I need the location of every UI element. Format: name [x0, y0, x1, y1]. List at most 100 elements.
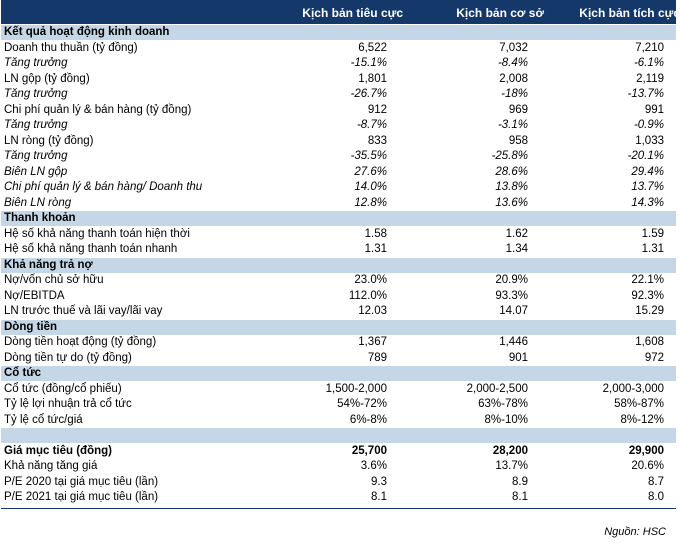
- table-row: Biên LN gộp 27.6% 28.6% 29.4%: [1, 165, 676, 180]
- value-negative: -8.7%: [356, 119, 387, 131]
- section-header: Dòng tiền: [1, 319, 676, 335]
- row-label: Cổ tức (đồng/cổ phiếu): [4, 382, 122, 395]
- value-base: 63%-78%: [478, 398, 528, 410]
- value-base: 7,032: [499, 41, 528, 54]
- table-row: Tăng trưởng -26.7% -18% -13.7%: [1, 87, 676, 102]
- value-positive: 1.59: [641, 227, 664, 240]
- value-negative: 1,801: [358, 72, 387, 85]
- table-row: Biên LN ròng 12.8% 13.6% 14.3%: [1, 196, 676, 211]
- value-negative: 12.8%: [354, 196, 387, 209]
- value-base: 14.07: [499, 305, 528, 317]
- value-positive: 20.6%: [631, 460, 664, 472]
- table-row: Chi phí quản lý & bán hàng/ Doanh thu 14.…: [1, 180, 676, 195]
- value-base: -25.8%: [491, 150, 528, 162]
- value-positive: 991: [644, 103, 664, 116]
- row-label: Khả năng tăng giá: [4, 460, 98, 472]
- value-positive: 8.7: [648, 475, 664, 488]
- value-positive: 29,900: [628, 444, 664, 457]
- row-label: Chi phí quản lý & bán hàng/ Doanh thu: [4, 181, 203, 193]
- table-row: Tỷ lệ cổ tức/giá 6%-8% 8%-10% 8%-12%: [1, 413, 676, 428]
- section-title: Dòng tiền: [4, 320, 58, 333]
- row-label: LN ròng (tỷ đồng): [4, 134, 94, 147]
- value-negative: 1.58: [364, 227, 387, 240]
- table-row: Cổ tức (đồng/cổ phiếu) 1,500-2,000 2,000-2…: [1, 382, 676, 397]
- value-base: 28,200: [492, 444, 528, 457]
- row-label: Tăng trưởng: [4, 57, 68, 69]
- section-header: Thanh khoản: [1, 211, 676, 226]
- value-negative: 25,700: [351, 444, 387, 457]
- value-base: 28.6%: [495, 165, 528, 178]
- table-row: Nợ/vốn chủ sở hữu 23.0% 20.9% 22.1%: [1, 273, 676, 288]
- value-positive: 2,119: [636, 72, 664, 85]
- row-label: Tăng trưởng: [4, 150, 68, 162]
- value-positive: 1,608: [635, 336, 664, 348]
- table-row: Tăng trưởng -8.7% -3.1% -0.9%: [1, 118, 676, 133]
- table-row: Dòng tiền hoạt động (tỷ đồng) 1,367 1,446 1…: [1, 335, 676, 350]
- table-row: Tỷ lệ lợi nhuận trả cổ tức 54%-72% 63%-78%…: [1, 397, 676, 412]
- header-col-base: Kịch bản cơ sở: [456, 6, 544, 20]
- section-header: Cổ tức: [1, 366, 676, 381]
- value-positive: 58%-87%: [614, 398, 664, 410]
- value-base: 901: [508, 351, 528, 364]
- table-row: Doanh thu thuần (tỷ đồng) 6,522 7,032 7,210: [1, 41, 676, 56]
- value-positive: 8.0: [648, 491, 664, 503]
- value-positive: -13.7%: [627, 88, 664, 100]
- table-row: Giá mục tiêu (đồng) 25,700 28,200 29,900: [1, 444, 676, 459]
- section-title: Kết quả hoạt động kinh doanh: [4, 26, 170, 38]
- value-negative: 6,522: [358, 41, 387, 54]
- table-row: Khả năng tăng giá 3.6% 13.7% 20.6%: [1, 459, 676, 474]
- value-negative: -26.7%: [350, 88, 387, 100]
- row-label: Nợ/EBITDA: [4, 289, 65, 302]
- value-positive: 29.4%: [631, 165, 664, 178]
- value-negative: 833: [367, 134, 387, 147]
- row-label: Tăng trưởng: [4, 119, 68, 131]
- value-positive: -6.1%: [633, 57, 664, 69]
- row-label: P/E 2020 tại giá mục tiêu (lần): [4, 475, 159, 488]
- table-row: Hệ số khả năng thanh toán hiện thời 1.58 1…: [1, 227, 676, 242]
- value-negative: 27.6%: [354, 165, 387, 178]
- value-base: 2,008: [499, 72, 528, 85]
- value-positive: 22.1%: [631, 274, 664, 286]
- value-base: 1.62: [505, 227, 528, 240]
- value-base: -8.4%: [497, 57, 528, 69]
- value-base: 8.9: [512, 475, 528, 488]
- value-negative: 1,500-2,000: [325, 382, 387, 395]
- row-label: Dòng tiền tự do (tỷ đồng): [4, 351, 132, 364]
- row-label: LN gộp (tỷ đồng): [4, 72, 90, 85]
- value-base: 1.34: [505, 243, 528, 255]
- row-label: Hệ số khả năng thanh toán hiện thời: [4, 227, 190, 240]
- value-positive: -0.9%: [633, 119, 664, 131]
- table-row: LN ròng (tỷ đồng) 833 958 1,033: [1, 134, 676, 149]
- value-base: 8.1: [512, 491, 528, 503]
- value-positive: -20.1%: [627, 150, 664, 162]
- row-label: P/E 2021 tại giá mục tiêu (lần): [4, 491, 159, 503]
- header-col-positive: Kịch bản tích cực: [579, 6, 680, 20]
- table-row: Hệ số khả năng thanh toán nhanh 1.31 1.34 1…: [1, 242, 676, 257]
- bottom-rule: [1, 507, 676, 509]
- value-positive: 92.3%: [631, 289, 664, 302]
- value-base: 20.9%: [495, 274, 528, 286]
- row-label: Hệ số khả năng thanh toán nhanh: [4, 243, 178, 255]
- section-spacer: [1, 428, 676, 443]
- value-positive: 14.3%: [631, 196, 664, 209]
- table-row: P/E 2020 tại giá mục tiêu (lần) 9.3 8.9 8.7: [1, 475, 676, 490]
- value-positive: 13.7%: [631, 181, 664, 193]
- value-negative: 112.0%: [348, 289, 387, 302]
- row-label: Biên LN gộp: [4, 165, 68, 178]
- value-negative: 12.03: [358, 305, 387, 317]
- row-label: Tăng trưởng: [4, 88, 68, 100]
- table-row: Chi phí quản lý & bán hàng (tỷ đồng) 912 9…: [1, 103, 676, 118]
- table-row: LN trước thuế và lãi vay/lãi vay 12.03 14.…: [1, 304, 676, 319]
- value-positive: 1.31: [641, 243, 664, 255]
- row-label: Tỷ lệ lợi nhuận trả cổ tức: [4, 398, 132, 410]
- row-label: Dòng tiền hoạt động (tỷ đồng): [4, 336, 157, 348]
- value-positive: 7,210: [635, 41, 664, 54]
- section-header: Khả năng trả nợ: [1, 257, 676, 273]
- value-negative: 6%-8%: [349, 413, 387, 426]
- section-title: Khả năng trả nợ: [4, 258, 93, 271]
- table-row: Tăng trưởng -35.5% -25.8% -20.1%: [1, 149, 676, 164]
- row-label: Giá mục tiêu (đồng): [4, 444, 112, 457]
- value-negative: 3.6%: [360, 460, 387, 472]
- value-negative: -15.1%: [350, 57, 387, 69]
- value-base: 958: [508, 134, 528, 147]
